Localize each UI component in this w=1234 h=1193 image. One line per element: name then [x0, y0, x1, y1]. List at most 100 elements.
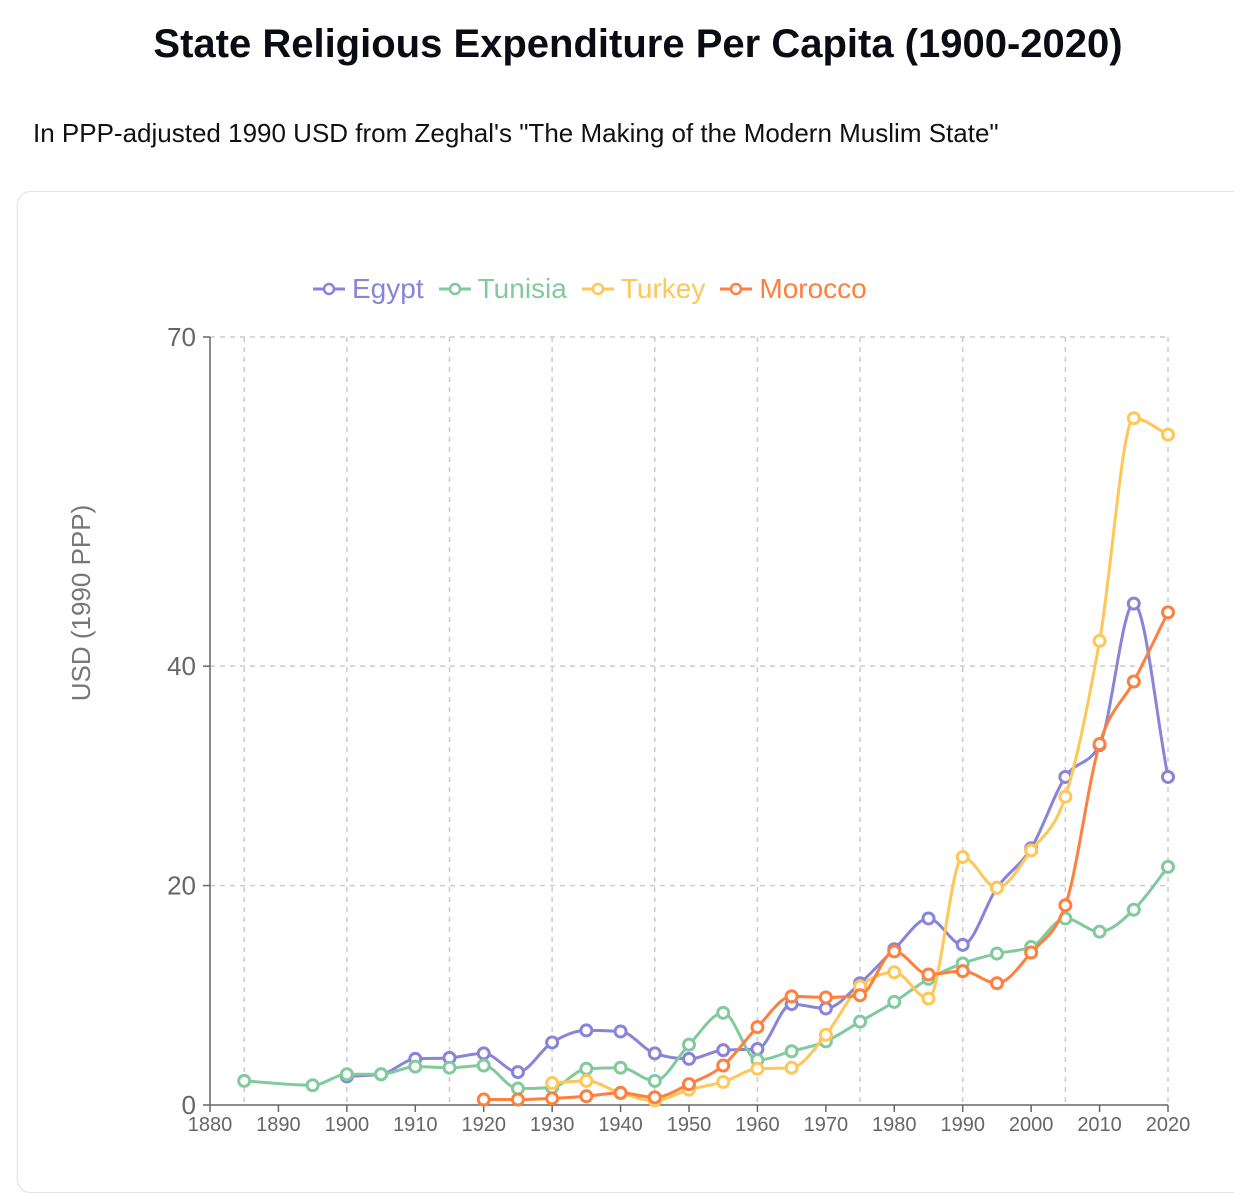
data-point — [784, 1044, 799, 1059]
data-point — [887, 965, 902, 980]
legend-item-tunisia[interactable]: Tunisia — [438, 273, 567, 305]
data-point — [613, 1060, 628, 1075]
data-point — [1058, 898, 1073, 913]
data-point — [1161, 859, 1175, 874]
data-point — [545, 1091, 560, 1106]
data-point — [716, 1074, 731, 1089]
data-point — [989, 946, 1004, 961]
data-point — [647, 1073, 662, 1088]
legend-label: Egypt — [352, 273, 424, 304]
y-axis-label: USD (1990 PPP) — [66, 505, 96, 702]
data-point — [545, 1076, 560, 1091]
data-point — [613, 1024, 628, 1039]
x-tick-label: 1880 — [188, 1114, 233, 1136]
y-tick-label: 0 — [182, 1090, 196, 1120]
x-tick-label: 2010 — [1077, 1114, 1122, 1136]
data-point — [579, 1073, 594, 1088]
x-tick-label: 1970 — [804, 1114, 849, 1136]
data-point — [989, 880, 1004, 895]
data-point — [579, 1061, 594, 1076]
x-tick-label: 1940 — [598, 1114, 643, 1136]
chart-title: State Religious Expenditure Per Capita (… — [153, 22, 1123, 66]
x-tick-label: 2020 — [1146, 1114, 1191, 1136]
data-point — [750, 1020, 765, 1035]
data-point — [682, 1037, 696, 1052]
data-point — [818, 1027, 833, 1042]
data-point — [545, 1035, 560, 1050]
data-point — [1126, 411, 1141, 426]
data-point — [989, 976, 1004, 991]
data-point — [510, 1065, 525, 1080]
data-point — [955, 937, 970, 952]
data-point — [887, 944, 902, 959]
legend-item-turkey[interactable]: Turkey — [581, 273, 706, 305]
data-point — [1161, 427, 1175, 442]
data-point — [339, 1067, 354, 1082]
legend-line-icon — [581, 282, 614, 296]
data-point — [955, 850, 970, 865]
x-tick-label: 1910 — [393, 1114, 438, 1136]
series-line — [483, 611, 1170, 1102]
data-point — [476, 1046, 491, 1061]
data-point — [750, 1061, 765, 1076]
data-point — [716, 1058, 731, 1073]
data-point — [682, 1077, 696, 1092]
data-point — [476, 1092, 491, 1107]
data-point — [647, 1046, 662, 1061]
data-point — [818, 1001, 833, 1016]
data-point — [579, 1089, 594, 1104]
y-tick-label: 40 — [167, 651, 196, 681]
x-tick-label: 1930 — [530, 1114, 575, 1136]
data-point — [1161, 769, 1175, 784]
data-point — [1092, 737, 1107, 752]
x-tick-label: 1980 — [872, 1114, 917, 1136]
data-point — [1126, 902, 1141, 917]
data-point — [476, 1058, 491, 1073]
legend-label: Turkey — [620, 273, 706, 304]
data-point — [921, 911, 936, 926]
data-point — [1092, 924, 1107, 939]
data-point — [1126, 596, 1141, 611]
legend-label: Morocco — [759, 273, 867, 304]
y-tick-label: 70 — [167, 322, 196, 352]
data-point — [1161, 605, 1175, 620]
line-chart: 1880 1890 1900 1910 1920 1930 1940 1950 1960 1970… — [66, 322, 1191, 1136]
data-point — [682, 1051, 696, 1066]
x-tick-label: 2000 — [1009, 1114, 1054, 1136]
x-tick-label: 1890 — [256, 1114, 301, 1136]
legend-line-icon — [313, 282, 345, 296]
legend-item-egypt[interactable]: Egypt — [312, 273, 424, 305]
data-point — [647, 1090, 662, 1105]
data-point — [1058, 789, 1073, 804]
data-point — [1126, 674, 1141, 689]
data-point — [955, 964, 970, 979]
x-tick-label: 1920 — [461, 1114, 506, 1136]
data-point — [1092, 633, 1107, 648]
legend-line-icon — [438, 282, 471, 296]
x-tick-label: 1960 — [735, 1114, 780, 1136]
data-point — [510, 1092, 525, 1107]
data-point — [1024, 843, 1039, 858]
data-point — [784, 1060, 799, 1075]
legend-item-morocco[interactable]: Morocco — [719, 273, 867, 305]
data-point — [750, 1042, 765, 1057]
data-point — [613, 1085, 628, 1100]
data-point — [442, 1060, 457, 1075]
data-point — [374, 1067, 389, 1082]
data-point — [579, 1023, 594, 1038]
data-point — [408, 1059, 423, 1074]
x-tick-label: 1990 — [940, 1114, 985, 1136]
data-point — [853, 988, 868, 1003]
data-point — [921, 967, 936, 982]
series-morocco — [476, 605, 1175, 1107]
x-tick-label: 1950 — [667, 1114, 712, 1136]
data-point — [237, 1073, 252, 1088]
data-point — [1024, 945, 1039, 960]
data-point — [305, 1078, 320, 1093]
x-tick-label: 1900 — [325, 1114, 370, 1136]
chart-subtitle: In PPP-adjusted 1990 USD from Zeghal's "… — [33, 118, 999, 148]
data-point — [510, 1081, 525, 1096]
legend: Egypt Tunisia Turkey Morocco — [312, 273, 867, 305]
data-point — [887, 994, 902, 1009]
data-point — [716, 1005, 731, 1020]
